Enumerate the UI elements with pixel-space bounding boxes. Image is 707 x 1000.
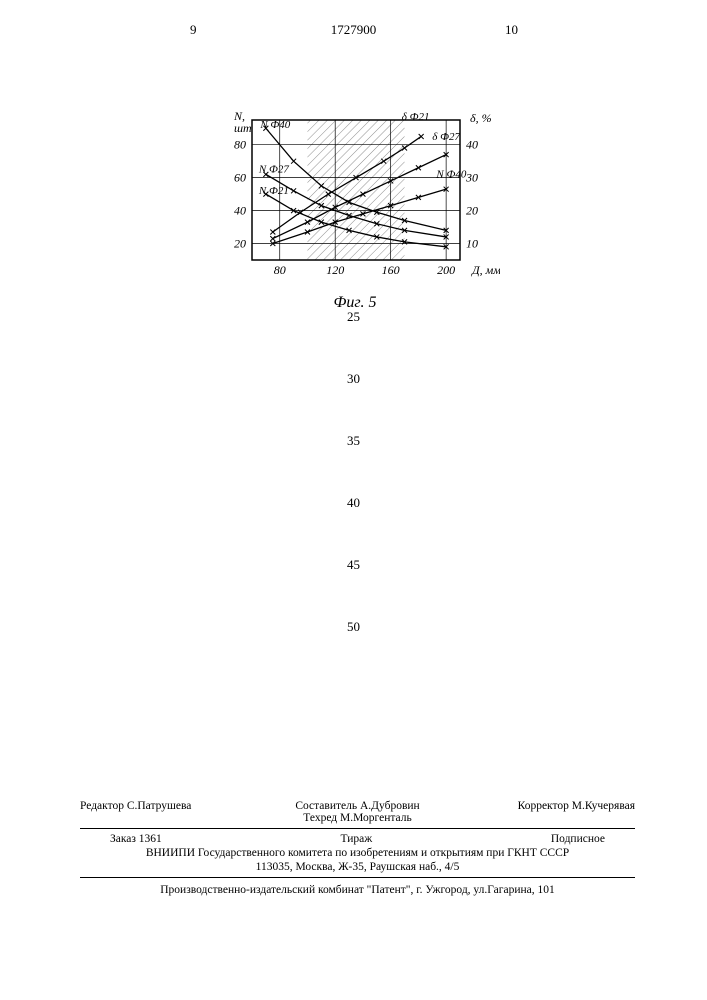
svg-text:120: 120 [326, 263, 344, 277]
svg-text:Д, мм: Д, мм [471, 263, 500, 277]
svg-text:N Ф21: N Ф21 [258, 185, 289, 197]
chart-svg: 801201602002040608010203040N, штδ, %Д, м… [210, 110, 500, 285]
institute-line-2: 113035, Москва, Ж-35, Раушская наб., 4/5 [80, 861, 635, 873]
compiler: Составитель А.Дубровин [240, 800, 475, 812]
svg-text:30: 30 [465, 171, 478, 185]
svg-text:δ, %: δ, % [470, 111, 492, 125]
document-number: 1727900 [0, 22, 707, 38]
svg-text:40: 40 [466, 138, 478, 152]
production-line: Производственно-издательский комбинат "П… [80, 884, 635, 896]
line-number: 25 [0, 310, 707, 323]
svg-text:20: 20 [234, 237, 246, 251]
line-number: 50 [0, 620, 707, 633]
line-number: 30 [0, 372, 707, 385]
subscription: Подписное [551, 833, 605, 845]
tirazh: Тираж [340, 833, 372, 845]
institute-line-1: ВНИИПИ Государственного комитета по изоб… [80, 847, 635, 859]
divider [80, 877, 635, 878]
svg-text:80: 80 [274, 263, 286, 277]
figure-5: 801201602002040608010203040N, штδ, %Д, м… [210, 110, 500, 312]
line-number: 35 [0, 434, 707, 447]
corrector: Корректор М.Кучерявая [475, 800, 635, 824]
svg-text:10: 10 [466, 237, 478, 251]
svg-text:200: 200 [437, 263, 455, 277]
line-number: 40 [0, 496, 707, 509]
svg-text:N Ф40: N Ф40 [435, 169, 466, 181]
svg-text:80: 80 [234, 138, 246, 152]
svg-text:160: 160 [382, 263, 400, 277]
line-number-column: 25 30 35 40 45 50 [0, 310, 707, 682]
credits-block: Редактор С.Патрушева Составитель А.Дубро… [80, 800, 635, 896]
divider [80, 828, 635, 829]
svg-text:60: 60 [234, 171, 246, 185]
editor: Редактор С.Патрушева [80, 800, 240, 824]
svg-text:20: 20 [466, 204, 478, 218]
column-number-right: 10 [505, 22, 518, 38]
svg-text:40: 40 [234, 204, 246, 218]
svg-text:N Ф40: N Ф40 [259, 119, 290, 131]
techred: Техред М.Моргенталь [240, 812, 475, 824]
order-number: Заказ 1361 [110, 833, 162, 845]
svg-text:δ Ф21: δ Ф21 [402, 111, 430, 123]
svg-text:δ Ф27: δ Ф27 [432, 131, 460, 143]
svg-text:N Ф27: N Ф27 [258, 164, 289, 176]
line-number: 45 [0, 558, 707, 571]
svg-text:шт: шт [234, 121, 252, 135]
